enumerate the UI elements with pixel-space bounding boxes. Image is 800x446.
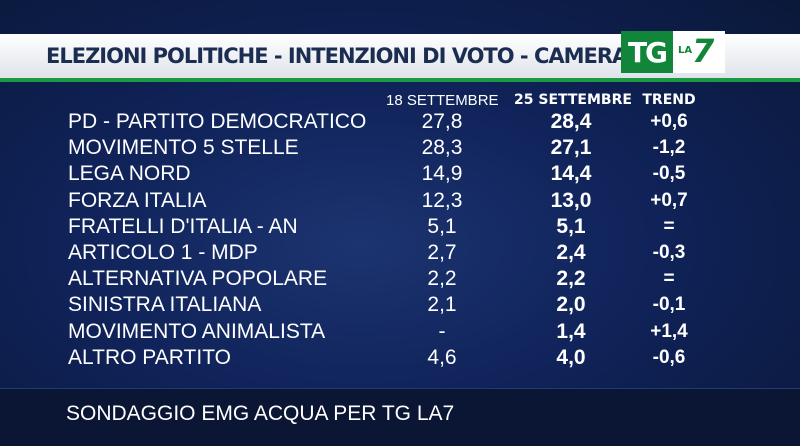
value-trend: -0,5 (652, 163, 686, 185)
value-18-settembre: 4,6 (427, 345, 457, 369)
value-18-settembre: 2,2 (427, 267, 457, 291)
value-trend: = (663, 215, 675, 237)
value-25-settembre: 2,0 (556, 293, 586, 317)
page-title: ELEZIONI POLITICHE - INTENZIONI DI VOTO … (46, 44, 628, 68)
value-25-settembre: 1,4 (556, 319, 586, 343)
value-trend: -0,3 (652, 242, 686, 263)
value-25-settembre: 2,2 (556, 267, 586, 291)
party-name: FORZA ITALIA (68, 188, 207, 212)
logo-la7: LA 7 (673, 31, 725, 73)
value-trend: -1,2 (652, 137, 686, 159)
column-header-18-settembre: 18 SETTEMBRE (386, 92, 499, 109)
party-name: MOVIMENTO ANIMALISTA (68, 319, 326, 343)
party-name: SINISTRA ITALIANA (68, 293, 262, 317)
table-row: SINISTRA ITALIANA 2,1 2,0 -0,1 (0, 292, 800, 318)
table-row: LEGA NORD 14,9 14,4 -0,5 (0, 161, 800, 187)
value-18-settembre: 5,1 (427, 214, 457, 238)
table-row: ALTERNATIVA POPOLARE 2,2 2,2 = (0, 266, 800, 292)
value-trend: -0,6 (652, 346, 686, 368)
party-name: LEGA NORD (68, 162, 191, 186)
value-trend: +0,6 (650, 111, 688, 132)
value-trend: +0,7 (650, 189, 688, 211)
table-row: ALTRO PARTITO 4,6 4,0 -0,6 (0, 345, 800, 371)
value-18-settembre: 28,3 (421, 136, 463, 160)
value-25-settembre: 28,4 (550, 110, 592, 133)
table-row: FRATELLI D'ITALIA - AN 5,1 5,1 = (0, 214, 800, 240)
table-row: MOVIMENTO ANIMALISTA - 1,4 +1,4 (0, 319, 800, 345)
value-25-settembre: 2,4 (556, 241, 586, 264)
table-row: MOVIMENTO 5 STELLE 28,3 27,1 -1,2 (0, 135, 800, 161)
table-row: ARTICOLO 1 - MDP 2,7 2,4 -0,3 (0, 240, 800, 266)
footer-source: SONDAGGIO EMG ACQUA PER TG LA7 (66, 402, 455, 425)
value-18-settembre: 27,8 (421, 110, 463, 133)
value-18-settembre: 12,3 (421, 188, 463, 212)
value-trend: -0,1 (652, 294, 686, 316)
value-25-settembre: 5,1 (556, 214, 586, 238)
value-25-settembre: 4,0 (556, 345, 586, 369)
party-name: ALTERNATIVA POPOLARE (68, 267, 328, 291)
title-underline (0, 78, 800, 82)
value-18-settembre: 2,1 (427, 293, 457, 317)
table-row: PD - PARTITO DEMOCRATICO 27,8 28,4 +0,6 (0, 109, 800, 135)
value-25-settembre: 27,1 (550, 136, 592, 160)
party-name: PD - PARTITO DEMOCRATICO (68, 110, 367, 133)
value-trend: = (663, 268, 675, 290)
footer-bar (0, 388, 800, 446)
column-header-trend: TREND (642, 92, 696, 108)
logo-7: 7 (692, 32, 715, 70)
party-name: MOVIMENTO 5 STELLE (68, 136, 299, 160)
party-name: FRATELLI D'ITALIA - AN (68, 214, 298, 238)
value-18-settembre: 2,7 (427, 241, 457, 264)
party-name: ALTRO PARTITO (68, 345, 231, 369)
logo-la: LA (678, 45, 693, 56)
party-name: ARTICOLO 1 - MDP (68, 241, 258, 264)
value-25-settembre: 13,0 (550, 188, 592, 212)
table-row: FORZA ITALIA 12,3 13,0 +0,7 (0, 188, 800, 214)
tg-la7-logo: TG LA 7 (621, 31, 725, 73)
value-25-settembre: 14,4 (550, 162, 592, 186)
value-trend: +1,4 (650, 320, 688, 342)
value-18-settembre: - (438, 319, 446, 343)
column-header-25-settembre: 25 SETTEMBRE (514, 92, 632, 108)
value-18-settembre: 14,9 (421, 162, 463, 186)
logo-tg: TG (621, 31, 673, 73)
